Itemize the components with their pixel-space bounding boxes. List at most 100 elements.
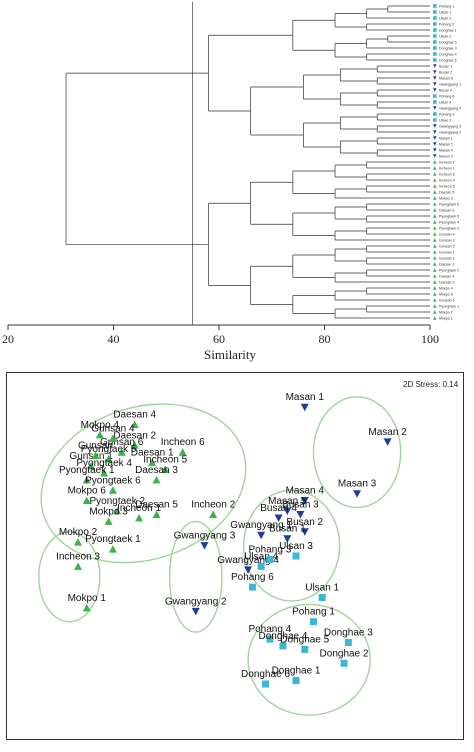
leaf-label: Gunsan 4 [439, 232, 455, 236]
sample-label: Gwangyang 4 [217, 555, 279, 566]
leaf-symbol [433, 292, 437, 296]
leaf-symbol [433, 124, 437, 128]
sample-label: Daesan 1 [131, 448, 174, 459]
leaf-label: Masan 3 [439, 154, 453, 158]
sample-point [108, 545, 117, 553]
sample-point [262, 680, 270, 688]
sample-label: Mokpo 4 [81, 420, 120, 431]
leaf-symbol [433, 178, 437, 182]
sample-point [257, 531, 266, 540]
sample-label: Pyongtaek 1 [59, 465, 115, 476]
leaf-symbol [433, 28, 437, 32]
leaf-label: Gunsan 6 [439, 298, 455, 302]
leaf-symbol [433, 142, 437, 146]
sample-label: Daesan 5 [135, 499, 178, 510]
sample-point [200, 542, 209, 550]
sample-label: Pyongtaek 1 [85, 534, 141, 545]
leaf-label: Busan 2 [439, 70, 452, 74]
leaf-symbol [433, 220, 437, 224]
sample-point [152, 510, 161, 518]
leaf-symbol [433, 286, 437, 290]
sample-point [300, 528, 309, 536]
leaf-symbol [433, 166, 437, 170]
sample-label: Pohang 1 [292, 607, 335, 618]
sample-point [191, 607, 200, 616]
leaf-label: Daesan 4 [439, 274, 454, 278]
leaf-label: Gwangyang 4 [439, 106, 461, 110]
leaf-symbol [433, 250, 437, 254]
leaf-label: Donghae 1 [439, 28, 457, 32]
sample-point [117, 448, 126, 456]
sample-label: Pohang 4 [248, 624, 291, 635]
leaf-label: Daesan 5 [439, 190, 454, 194]
leaf-label: Mokpo 2 [439, 310, 453, 314]
leaf-label: Ulsan 1 [439, 10, 451, 14]
leaf-symbol [433, 304, 437, 308]
leaf-symbol [433, 268, 437, 272]
sample-point [82, 496, 91, 505]
sample-label: Donghae 6 [241, 669, 290, 680]
leaf-label: Pyongtaek 3 [439, 226, 459, 230]
leaf-label: Incheon 6 [439, 172, 455, 176]
leaf-symbol [433, 172, 437, 176]
leaf-symbol [433, 76, 437, 80]
leaf-symbol [433, 118, 437, 122]
sample-label: Mokpo 6 [68, 486, 107, 497]
sample-point [148, 458, 157, 467]
leaf-label: Pyongtaek 6 [439, 202, 459, 206]
sample-label: Pohang 6 [231, 572, 274, 583]
sample-label: Donghae 1 [272, 666, 321, 677]
x-tick-label: 40 [108, 332, 120, 345]
leaf-label: Daesan 3 [439, 262, 454, 266]
leaf-label: Pohang 1 [439, 4, 454, 8]
leaf-symbol [433, 136, 437, 140]
sample-point [300, 497, 309, 505]
sample-label: Incheon 6 [161, 437, 205, 448]
sample-label: Gunsan 1 [69, 451, 113, 462]
leaf-label: Busan 4 [439, 88, 452, 92]
sample-label: Busan 3 [282, 499, 319, 510]
leaf-label: Masan 5 [439, 76, 453, 80]
sample-label: Gwangyang 1 [230, 520, 292, 531]
leaf-label: Ulsan 3 [439, 118, 451, 122]
cluster-ellipse-mokpo-incheon [38, 531, 101, 623]
sample-point [87, 462, 96, 470]
leaf-label: Donghae 6 [439, 58, 457, 62]
leaf-label: Gwangyang 2 [439, 130, 461, 134]
sample-point [74, 538, 83, 546]
leaf-label: Gunsan 5 [439, 244, 455, 248]
leaf-label: Gwangyang 3 [439, 124, 461, 128]
sample-point [108, 486, 117, 494]
sample-label: Mokpo 1 [68, 593, 107, 604]
cluster-ellipse-masan [312, 396, 402, 509]
leaf-symbol [433, 214, 437, 218]
leaf-symbol [433, 274, 437, 278]
leaf-label: Mokpo 3 [439, 196, 453, 200]
sample-point [292, 552, 300, 560]
leaf-label: Daesan 2 [439, 280, 454, 284]
sample-point [104, 517, 113, 525]
sample-label: Masan 2 [368, 427, 407, 438]
sample-label: Daesan 4 [113, 410, 156, 421]
sample-point [161, 465, 170, 473]
leaf-symbol [433, 52, 437, 56]
sample-label: Pyongtaek 6 [85, 475, 141, 486]
mds-ordination-plot: 2D Stress: 0.14 Masan 1 Masan 2 Masan 3 Mas… [38, 380, 459, 716]
sample-label: Pohang 3 [248, 544, 291, 555]
leaf-symbol [433, 316, 437, 320]
cluster-ellipse-gwangyang [168, 520, 223, 633]
leaf-symbol [433, 256, 437, 260]
leaf-symbol [433, 70, 437, 74]
leaf-symbol [433, 4, 437, 8]
leaf-label: Gwangyang 1 [439, 82, 461, 86]
leaf-label: Gunsan 2 [439, 256, 455, 260]
leaf-label: Gunsan 3 [439, 238, 455, 242]
cluster-ellipse-west [40, 403, 247, 564]
leaf-symbol [433, 244, 437, 248]
x-tick-label: 20 [2, 332, 14, 345]
sample-point [209, 510, 218, 518]
sample-point [296, 510, 305, 519]
sample-point [257, 562, 265, 570]
leaf-label: Pyongtaek 1 [439, 304, 459, 308]
leaf-symbol [433, 22, 437, 26]
